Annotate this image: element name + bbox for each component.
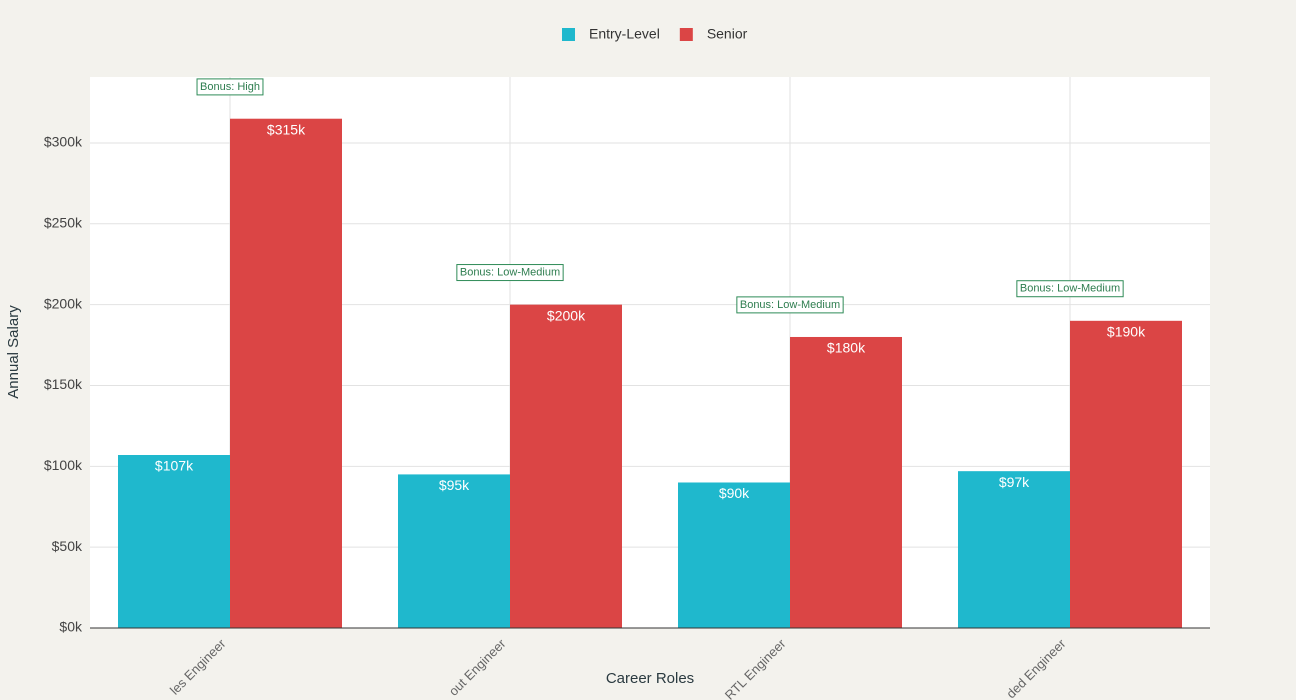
annotation-text: Bonus: Low-Medium: [460, 267, 560, 279]
y-tick-label: $200k: [44, 295, 83, 311]
bar: [398, 474, 510, 628]
y-tick-label: $250k: [44, 215, 83, 231]
y-tick-label: $0k: [59, 619, 83, 635]
y-axis-title: Annual Salary: [5, 305, 22, 399]
annotation-text: Bonus: Low-Medium: [740, 299, 840, 311]
value-label: $315k: [267, 121, 306, 137]
x-tick-label: les Engineer: [167, 635, 229, 697]
annotation-box: [736, 296, 844, 314]
annotation-box: [456, 264, 564, 282]
x-tick-label: ded Engineer: [1003, 635, 1069, 700]
x-tick-label: out Engineer: [446, 635, 509, 698]
annotation-box: [1016, 280, 1124, 298]
annotation-text: Bonus: Low-Medium: [1020, 283, 1120, 295]
bar: [678, 482, 790, 628]
value-label: $180k: [827, 340, 866, 356]
value-label: $95k: [439, 477, 470, 493]
legend-swatch: [562, 28, 575, 41]
value-label: $97k: [999, 474, 1030, 490]
x-tick-label: RTL Engineer: [722, 635, 789, 700]
legend-label: Senior: [707, 26, 748, 42]
y-tick-label: $50k: [52, 538, 83, 554]
bar: [790, 336, 902, 628]
bar: [118, 455, 230, 628]
annotation: Bonus: High: [196, 78, 264, 96]
annotation: Bonus: Low-Medium: [736, 296, 844, 314]
legend-label: Entry-Level: [589, 26, 660, 42]
value-label: $107k: [155, 458, 194, 474]
annotation-text: Bonus: High: [200, 81, 260, 93]
annotation-box: [196, 78, 264, 96]
value-label: $90k: [719, 485, 750, 501]
annotation: Bonus: Low-Medium: [1016, 280, 1124, 298]
y-tick-label: $150k: [44, 376, 83, 392]
legend-swatch: [679, 28, 693, 41]
y-tick-label: $300k: [44, 134, 83, 150]
y-tick-label: $100k: [44, 457, 83, 473]
bar: [1070, 320, 1182, 628]
bar: [230, 118, 342, 629]
bar: [958, 471, 1070, 628]
bar: [510, 304, 622, 628]
legend: Entry-Level Senior: [562, 26, 748, 42]
annotation: Bonus: Low-Medium: [456, 264, 564, 282]
value-label: $190k: [1107, 324, 1146, 340]
x-axis-title: Career Roles: [606, 670, 694, 687]
value-label: $200k: [547, 307, 586, 323]
